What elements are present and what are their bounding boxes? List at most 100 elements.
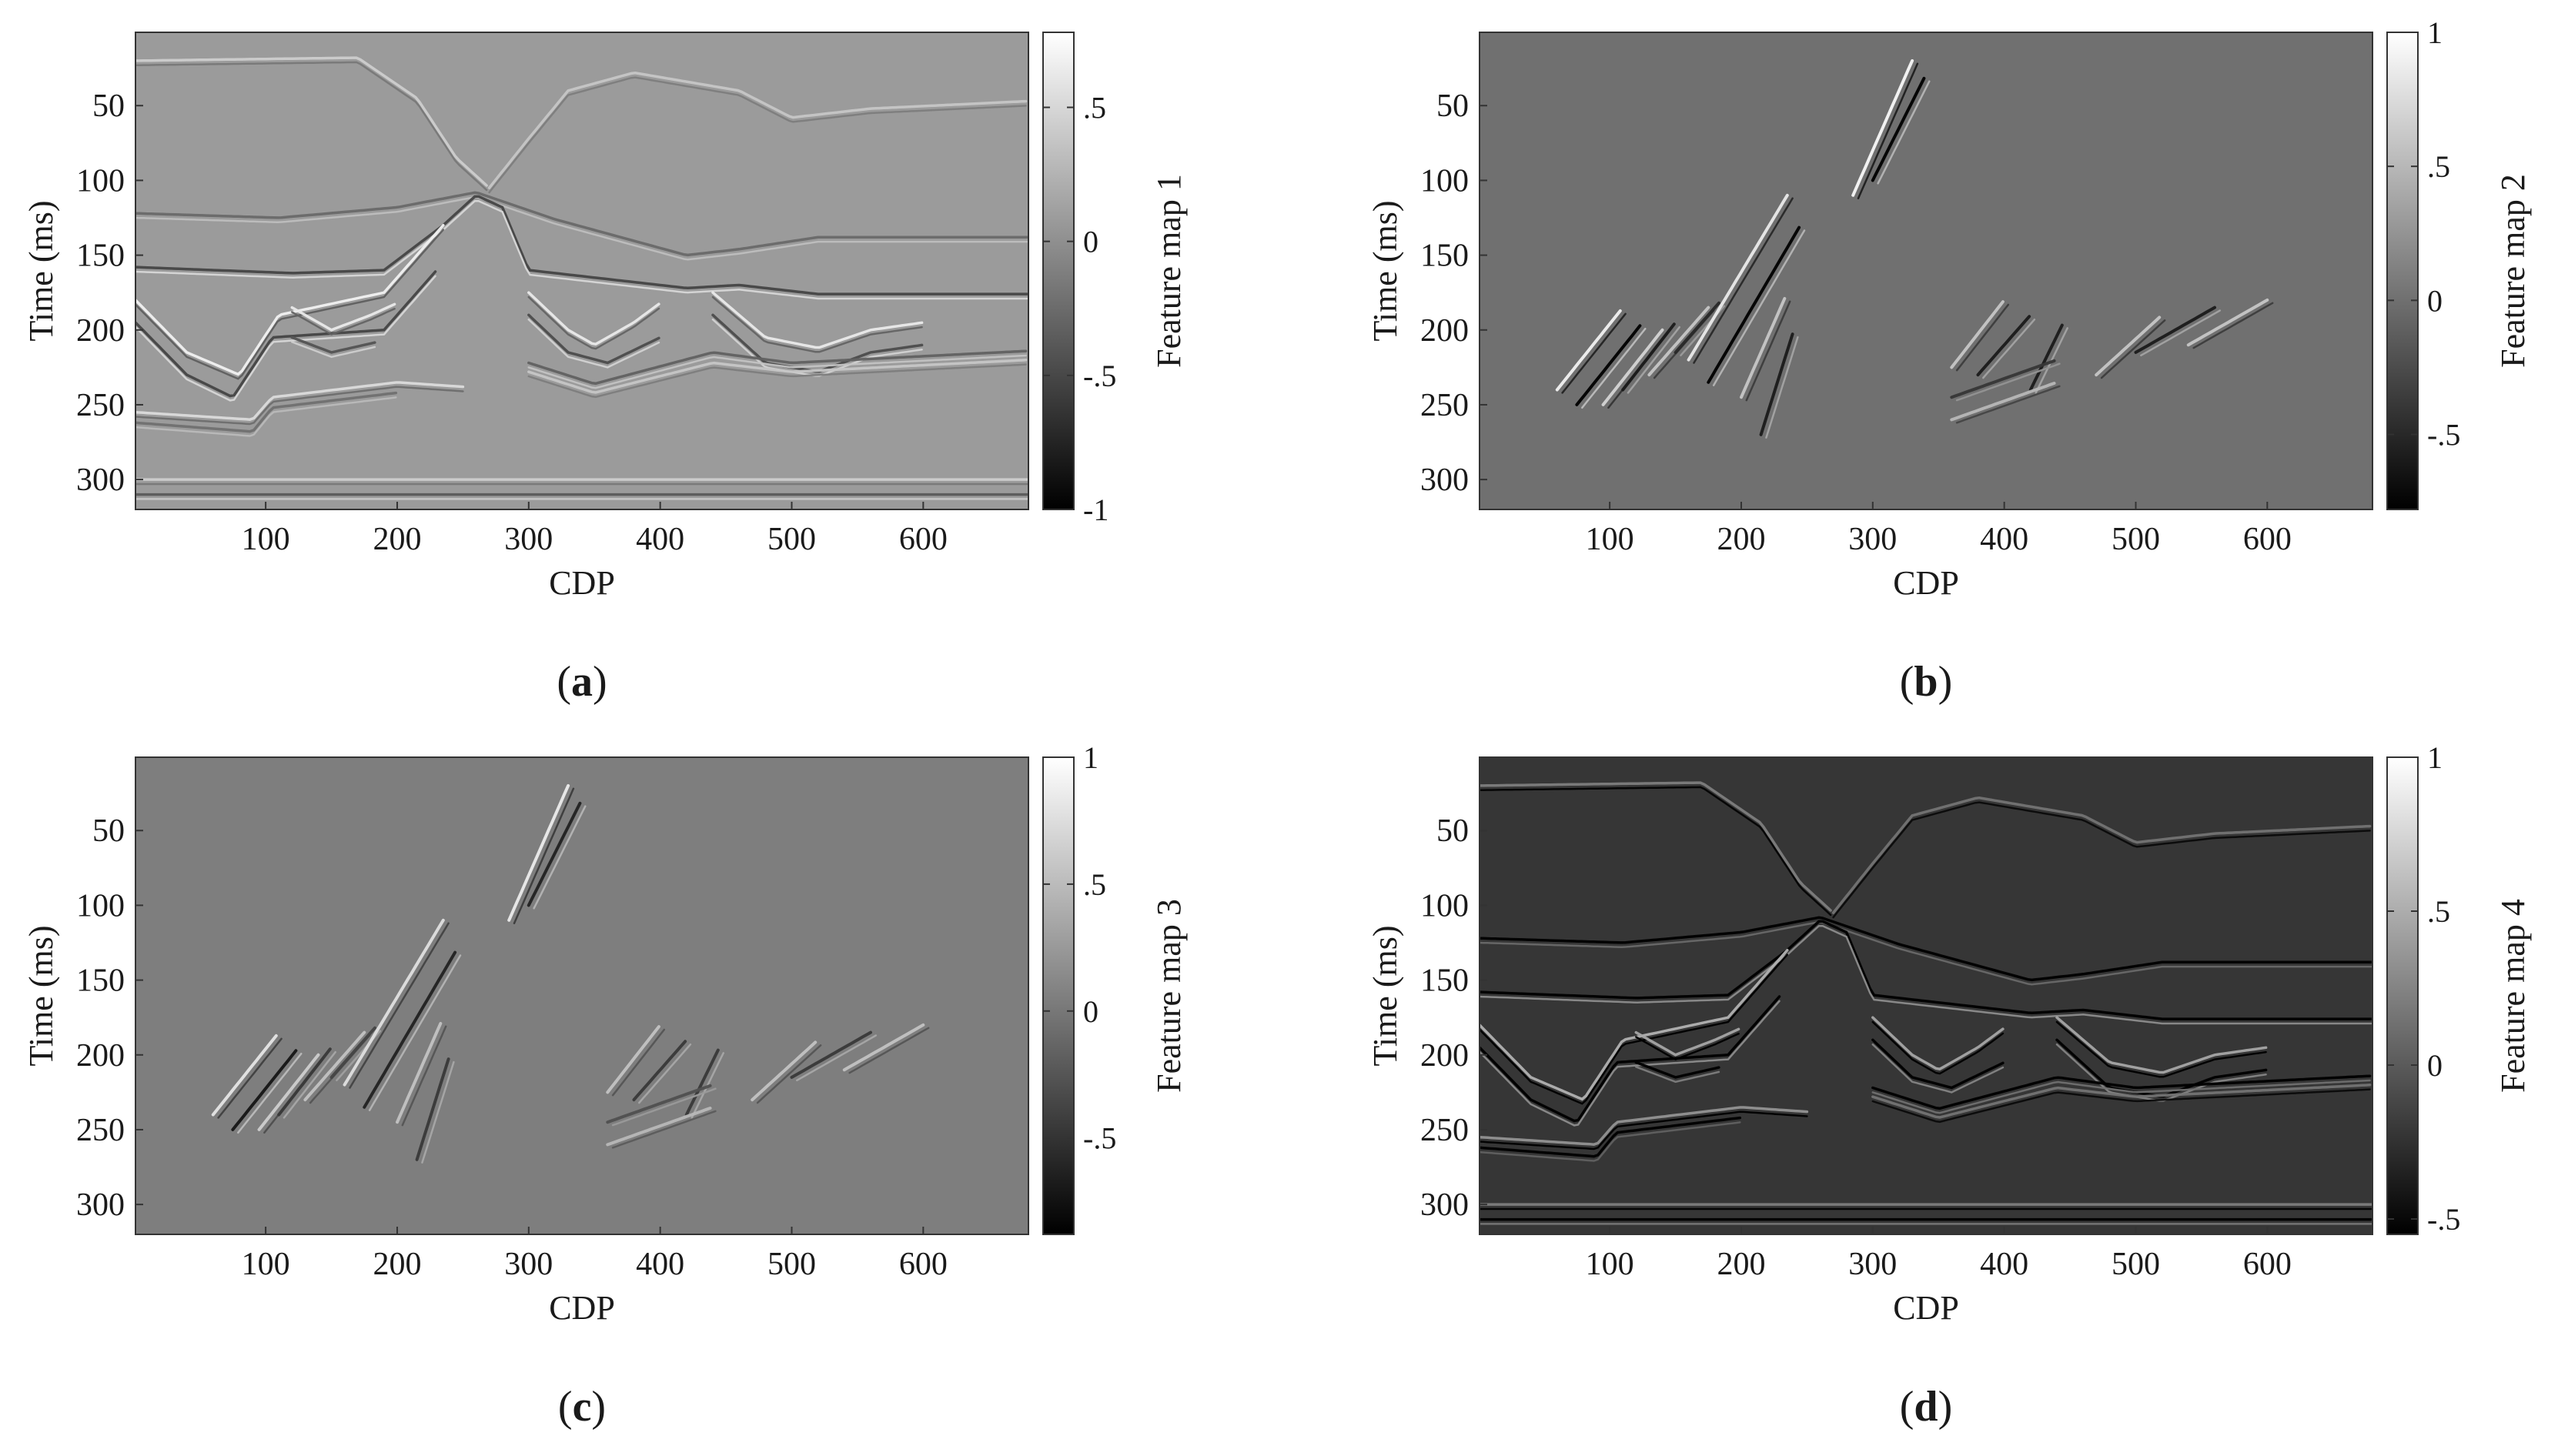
- y-tick-label: 300: [76, 463, 125, 498]
- x-tick-label: 300: [504, 1247, 553, 1282]
- panel-caption: (a): [557, 658, 607, 706]
- y-tick-label: 300: [1420, 1187, 1469, 1223]
- y-tick-label: 200: [76, 1038, 125, 1074]
- colorbar: [1042, 756, 1075, 1235]
- colorbar-tick-label: .5: [1083, 867, 1106, 902]
- x-tick-label: 500: [767, 522, 816, 557]
- colorbar-tick-label: .5: [2427, 894, 2450, 929]
- steep-event: [237, 1052, 303, 1134]
- horizon-event: [1871, 1043, 2005, 1094]
- horizon-event: [1871, 1088, 2371, 1124]
- x-tick-label: 100: [242, 522, 290, 557]
- panel-b: 100 200 300 400 500 600 50 100 150 200 250 300 CDP Ti…: [1366, 15, 2532, 706]
- plot-frame: [1479, 756, 2373, 1235]
- x-tick-label: 200: [373, 522, 421, 557]
- steep-event: [1740, 297, 1787, 399]
- steep-event: [2095, 316, 2162, 377]
- x-tick-label: 300: [1848, 522, 1897, 557]
- colorbar-tick-label: .5: [2427, 149, 2450, 184]
- x-tick-label: 300: [1848, 1247, 1897, 1282]
- horizon-event: [1480, 1110, 1808, 1150]
- steep-event: [1601, 328, 1664, 406]
- colorbar-tick-label: -.5: [2427, 1202, 2460, 1237]
- colorbar-tick-label: .5: [1083, 91, 1106, 125]
- colorbar: [2386, 32, 2419, 510]
- steep-event: [1561, 312, 1627, 394]
- panel-caption: (c): [558, 1383, 606, 1431]
- horizon-event: [135, 195, 1028, 261]
- steep-event: [606, 1025, 660, 1094]
- steep-event: [527, 801, 582, 907]
- steep-event: [257, 1053, 320, 1131]
- horizon-event: [135, 381, 465, 421]
- steep-event: [611, 1028, 666, 1097]
- horizon-event: [1871, 1084, 2372, 1119]
- horizon-event: [2055, 1020, 2267, 1078]
- steep-event: [2186, 298, 2269, 347]
- steep-event: [277, 1047, 332, 1117]
- steep-event: [1851, 58, 1914, 197]
- steep-event: [415, 1057, 450, 1161]
- steep-event: [349, 922, 450, 1089]
- x-tick-label: 600: [2243, 1247, 2292, 1282]
- heatmap-background: [1480, 32, 2372, 509]
- steep-event: [1707, 225, 1801, 384]
- steep-event: [2192, 302, 2274, 349]
- steep-event: [1745, 300, 1791, 402]
- steep-event: [756, 1044, 822, 1104]
- x-tick-label: 600: [899, 1247, 948, 1282]
- x-tick-label: 100: [1586, 1247, 1634, 1282]
- steep-event: [848, 1027, 930, 1074]
- horizon-event: [135, 56, 488, 187]
- panel-caption: (d): [1900, 1383, 1952, 1431]
- plot-frame: [135, 32, 1029, 510]
- steep-event: [1759, 332, 1794, 436]
- horizon-event: [135, 391, 398, 433]
- steep-event: [1575, 324, 1642, 406]
- y-tick-label: 300: [1420, 463, 1469, 498]
- plot-frame: [135, 756, 1029, 1235]
- y-tick-label: 150: [76, 963, 125, 999]
- horizon-event: [135, 229, 445, 380]
- horizon-event: [488, 76, 1027, 194]
- steep-event: [533, 805, 587, 910]
- heatmap-events: [135, 56, 1028, 500]
- steep-event: [1955, 303, 2010, 372]
- steep-event: [611, 1087, 717, 1127]
- steep-event: [1982, 318, 2036, 379]
- x-tick-label: 100: [242, 1247, 290, 1282]
- y-axis-label: Time (ms): [22, 201, 60, 342]
- y-tick-label: 50: [1436, 88, 1469, 124]
- horizon-event: [1480, 920, 2372, 1020]
- x-tick-label: 300: [504, 522, 553, 557]
- colorbar-label: Feature map 3: [1150, 899, 1188, 1093]
- horizon-event: [1634, 1027, 1740, 1057]
- horizon-event: [1480, 1121, 1741, 1162]
- heatmap-background: [135, 32, 1028, 509]
- x-tick-label: 400: [636, 1247, 684, 1282]
- steep-event: [363, 950, 457, 1109]
- y-tick-label: 150: [76, 239, 125, 274]
- horizon-event: [1634, 1060, 1720, 1079]
- colorbar-tick-label: 1: [2427, 15, 2443, 50]
- y-tick-label: 250: [76, 1113, 125, 1148]
- steep-event: [606, 1107, 712, 1147]
- horizon-event: [1480, 953, 1789, 1105]
- steep-event: [1976, 315, 2031, 377]
- horizon-event: [1480, 920, 2372, 986]
- horizon-event: [1832, 801, 2371, 919]
- steep-event: [396, 1022, 443, 1124]
- steep-event: [2134, 306, 2216, 354]
- horizon-event: [711, 291, 924, 349]
- steep-event: [638, 1043, 692, 1104]
- y-tick-label: 100: [76, 888, 125, 923]
- steep-event: [1950, 300, 2005, 369]
- horizon-event: [1480, 924, 2372, 1025]
- heatmap-events: [1480, 781, 2372, 1225]
- steep-event: [1647, 306, 1710, 377]
- horizon-event: [135, 223, 445, 376]
- steep-event: [632, 1040, 687, 1102]
- x-tick-label: 600: [2243, 522, 2292, 557]
- y-tick-label: 50: [92, 813, 125, 849]
- horizon-event: [527, 296, 660, 350]
